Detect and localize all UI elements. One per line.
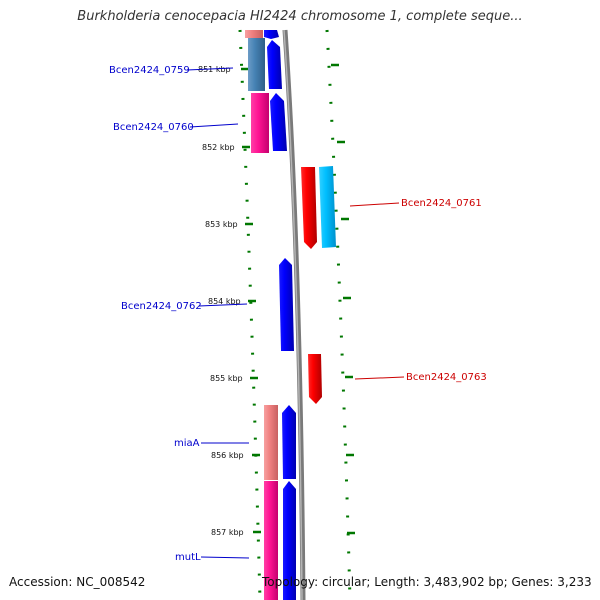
- tick-label: 856 kbp: [211, 451, 244, 460]
- tick-label: 854 kbp: [208, 297, 241, 306]
- tick-label: 857 kbp: [211, 528, 244, 537]
- chromosome-backbone: [282, 29, 306, 600]
- leader-bcen2424-0763: [354, 376, 405, 380]
- cds-block-miaA[interactable]: [264, 405, 278, 480]
- leader-bcen2424-0762: [198, 303, 248, 307]
- accession-text: Accession: NC_008542: [9, 575, 146, 589]
- gene-labels: Bcen2424_0759 Bcen2424_0760 Bcen2424_076…: [109, 65, 487, 563]
- gene-label-bcen2424-0763[interactable]: Bcen2424_0763: [406, 372, 487, 383]
- tick-marks: [241, 63, 355, 535]
- gene-arrow-bcen2424-0759[interactable]: [267, 40, 282, 89]
- map-title: Burkholderia cenocepacia HI2424 chromoso…: [77, 9, 523, 24]
- tick-label: 855 kbp: [210, 374, 243, 383]
- tick-labels: 851 kbp 852 kbp 853 kbp 854 kbp 855 kbp …: [198, 65, 244, 537]
- gene-label-bcen2424-0761[interactable]: Bcen2424_0761: [401, 198, 482, 209]
- leader-bcen2424-0759: [186, 67, 234, 71]
- leader-mutL: [200, 556, 250, 559]
- leader-bcen2424-0761: [349, 202, 400, 207]
- outer-guide-ring: [325, 29, 352, 600]
- tick-label: 853 kbp: [205, 220, 238, 229]
- tick-label: 852 kbp: [202, 143, 235, 152]
- gene-label-bcen2424-0760[interactable]: Bcen2424_0760: [113, 122, 194, 133]
- chromosome-backbone-highlight: [283, 29, 303, 600]
- gene-block-top[interactable]: [245, 30, 263, 38]
- gene-label-bcen2424-0759[interactable]: Bcen2424_0759: [109, 65, 190, 76]
- gene-arrow-bcen2424-0762[interactable]: [279, 258, 294, 351]
- leader-bcen2424-0760: [189, 123, 239, 128]
- genome-summary-text: Topology: circular; Length: 3,483,902 bp…: [262, 575, 592, 589]
- cds-block-mutL[interactable]: [264, 481, 278, 600]
- gene-arrow-top[interactable]: [264, 30, 279, 39]
- gene-label-bcen2424-0762[interactable]: Bcen2424_0762: [121, 301, 202, 312]
- gene-label-mutL[interactable]: mutL: [175, 552, 201, 563]
- gene-arrow-bcen2424-0763[interactable]: [308, 354, 322, 404]
- cds-block-bcen2424-0759[interactable]: [248, 38, 265, 91]
- cds-block-bcen2424-0760[interactable]: [251, 93, 269, 153]
- gene-arrow-bcen2424-0760[interactable]: [270, 93, 287, 151]
- tick-label: 851 kbp: [198, 65, 231, 74]
- label-leaders: [186, 67, 405, 559]
- gene-arrow-mutL[interactable]: [283, 481, 296, 600]
- gene-arrow-bcen2424-0761[interactable]: [301, 167, 317, 249]
- cds-block-bcen2424-0761[interactable]: [319, 166, 336, 248]
- gene-label-miaA[interactable]: miaA: [174, 438, 200, 449]
- gene-arrow-miaA[interactable]: [282, 405, 296, 479]
